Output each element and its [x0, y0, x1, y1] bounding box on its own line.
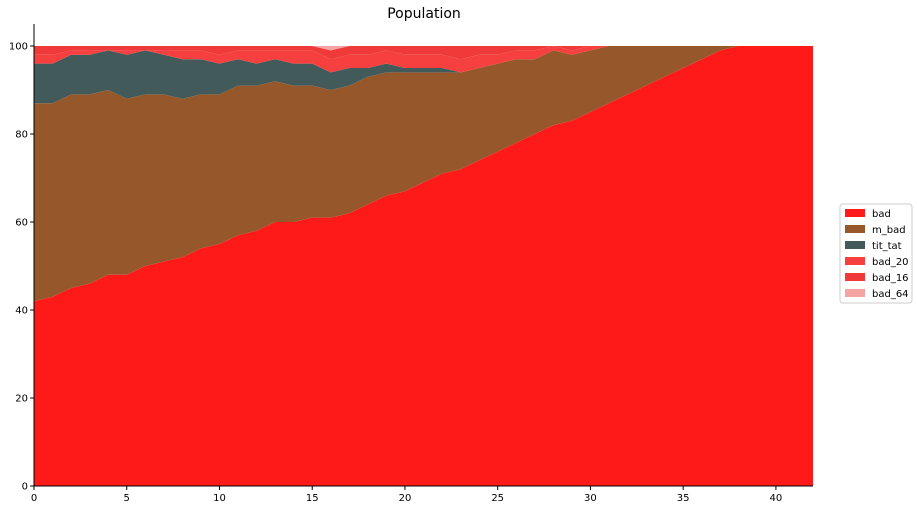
y-axis-ticks: 0 20 40 60 80 100 — [9, 42, 34, 493]
legend-label: bad_64 — [872, 289, 909, 300]
y-tick-label: 0 — [22, 482, 28, 493]
area-series-bad-20 — [34, 46, 813, 73]
legend: bad m_bad tit_tat bad_20 bad_16 bad_64 — [839, 203, 913, 304]
x-tick-label: 5 — [124, 493, 130, 504]
x-tick-label: 10 — [213, 493, 226, 504]
x-tick-label: 15 — [306, 493, 319, 504]
y-tick-label: 40 — [15, 306, 28, 317]
legend-label: tit_tat — [872, 241, 902, 252]
legend-swatch — [845, 241, 865, 249]
legend-swatch — [845, 273, 865, 281]
area-series-tit-tat — [34, 46, 813, 104]
y-tick-label: 100 — [9, 42, 28, 53]
legend-swatch — [845, 257, 865, 265]
legend-swatch — [845, 209, 865, 217]
legend-swatch — [845, 289, 865, 297]
legend-label: bad_16 — [872, 273, 909, 284]
legend-label: bad_20 — [872, 257, 909, 268]
area-series-bad — [34, 46, 813, 486]
area-series-group — [34, 46, 813, 486]
x-tick-label: 20 — [399, 493, 412, 504]
x-axis-ticks: 0 5 10 15 20 25 30 35 40 — [31, 486, 782, 504]
x-tick-label: 40 — [770, 493, 783, 504]
legend-label: m_bad — [872, 225, 906, 236]
x-tick-label: 30 — [584, 493, 597, 504]
y-tick-label: 80 — [15, 130, 28, 141]
legend-label: bad — [872, 209, 891, 220]
area-series-m-bad — [34, 46, 813, 302]
y-tick-label: 20 — [15, 394, 28, 405]
x-tick-label: 35 — [677, 493, 690, 504]
y-tick-label: 60 — [15, 218, 28, 229]
x-tick-label: 0 — [31, 493, 37, 504]
chart-title: Population — [387, 6, 461, 22]
area-series-bad-16 — [34, 46, 813, 60]
x-tick-label: 25 — [491, 493, 504, 504]
legend-swatch — [845, 225, 865, 233]
